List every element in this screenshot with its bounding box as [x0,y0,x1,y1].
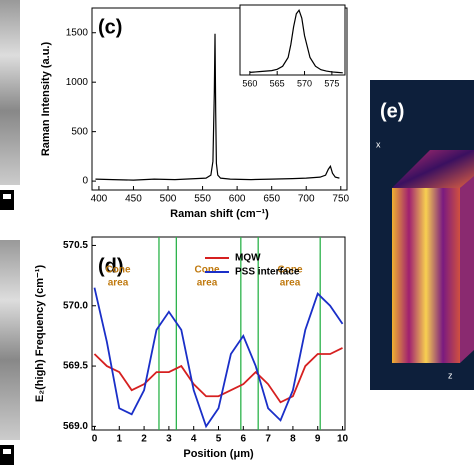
chart: 560 565 570 575 [239,4,346,88]
y-tick-label: 569.5 [63,361,88,372]
x-tick-label: 750 [332,194,349,205]
y-tick-label: 1500 [66,27,89,38]
x-tick-label: 10 [337,434,349,445]
cube-front [392,188,460,363]
panel-label: (c) [98,16,122,38]
data-line [95,33,340,181]
x-tick-label: 400 [91,194,108,205]
x-axis-label: Raman shift (cm⁻¹) [170,208,269,220]
axis-letter: x [376,139,381,149]
x-tick-label: 570 [297,78,312,88]
x-tick-label: 3 [166,434,172,445]
annotation: area [197,278,218,289]
x-tick-label: 550 [194,194,211,205]
x-tick-label: 9 [315,434,321,445]
plot-frame [91,236,346,431]
x-axis-label: Position (μm) [183,448,254,460]
annotation: area [280,278,301,289]
x-tick-label: 650 [263,194,280,205]
scale-marker [3,194,11,199]
panel-e: (e) x z [370,80,474,390]
data-line [93,347,343,404]
x-tick-label: 2 [141,434,147,445]
scale-marker [0,445,14,465]
legend-label: MQW [235,253,261,264]
x-tick-label: 565 [270,78,285,88]
y-tick-label: 500 [71,126,88,137]
x-tick-label: 0 [92,434,98,445]
panel-label: (e) [380,100,404,122]
y-axis-label: E₂(high) Frequency (cm⁻¹) [34,265,46,403]
y-tick-label: 569.0 [63,421,88,432]
scale-marker [3,449,11,454]
y-tick-label: 0 [82,176,88,187]
data-line [249,9,343,74]
x-tick-label: 700 [298,194,315,205]
micrograph-strip [0,0,20,185]
annotation: area [108,278,129,289]
x-tick-label: 4 [191,434,197,445]
panel-label: (d) [98,255,124,277]
x-tick-label: 600 [229,194,246,205]
y-tick-label: 570.5 [63,240,88,251]
x-tick-label: 7 [265,434,271,445]
y-axis-label: Raman Intensity (a.u.) [40,42,52,157]
scale-marker [0,190,14,210]
y-tick-label: 570.0 [63,300,88,311]
x-tick-label: 1 [117,434,123,445]
legend-label: PSS interface [235,267,300,278]
x-tick-label: 8 [290,434,296,445]
x-tick-label: 6 [241,434,247,445]
y-tick-label: 1000 [66,77,89,88]
plot-frame [239,4,346,76]
x-tick-label: 575 [324,78,339,88]
axis-letter: z [448,370,453,380]
cube-side [460,176,474,363]
annotation: Cone [195,265,220,276]
micrograph-strip [0,240,20,440]
x-tick-label: 500 [160,194,177,205]
data-line [93,287,344,429]
annotation: Cone [278,265,303,276]
x-tick-label: 450 [125,194,142,205]
x-tick-label: 560 [242,78,257,88]
chart: 0 1 2 3 4 5 6 7 8 9 10 569.0 569.5 570.0 570.5 Position… [34,236,349,460]
x-tick-label: 5 [216,434,222,445]
annotation: Cone [106,265,131,276]
cube-top [392,150,474,188]
